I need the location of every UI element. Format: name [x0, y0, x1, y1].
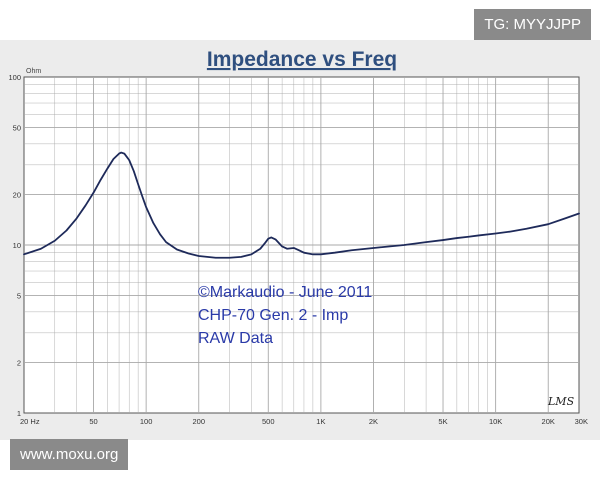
y-tick-label: 50 — [13, 124, 21, 133]
y-tick-label: 1 — [17, 409, 21, 418]
chart: Impedance vs Freq Ohm 20 Hz 50 100 200 500 1K… — [8, 48, 588, 426]
annotation-line: ©Markaudio - June 2011 — [198, 284, 372, 301]
y-tick-label: 100 — [8, 73, 21, 82]
x-tick-label: 20K — [542, 417, 555, 426]
y-axis-label: Ohm — [26, 68, 41, 75]
annotation: ©Markaudio - June 2011 CHP-70 Gen. 2 - Im… — [198, 284, 372, 347]
tg-badge: TG: MYYJJPP — [474, 9, 591, 40]
x-tick-label: 100 — [140, 417, 153, 426]
series-line — [23, 151, 580, 259]
annotation-line: RAW Data — [198, 330, 273, 347]
lms-watermark: LMS — [547, 395, 575, 408]
y-tick-label: 2 — [17, 358, 21, 367]
x-tick-label: 200 — [192, 417, 205, 426]
x-tick-label: 1K — [316, 417, 325, 426]
x-tick-label: 2K — [369, 417, 378, 426]
x-tick-label: 10K — [489, 417, 502, 426]
annotation-line: CHP-70 Gen. 2 - Imp — [198, 307, 348, 324]
y-tick-label: 10 — [13, 241, 21, 250]
y-tick-label: 5 — [17, 292, 21, 301]
tick-labels: 20 Hz 50 100 200 500 1K 2K 5K 10K 20K 30K 1 2 5 10 20 50… — [8, 73, 588, 426]
chart-panel: Impedance vs Freq Ohm 20 Hz 50 100 200 500 1K… — [0, 40, 600, 440]
grid — [24, 77, 579, 413]
x-tick-label: 50 — [89, 417, 97, 426]
series-layer — [23, 151, 580, 259]
y-tick-label: 20 — [13, 190, 21, 199]
x-tick-label: 20 Hz — [20, 417, 40, 426]
x-tick-label: 500 — [262, 417, 275, 426]
chart-title: Impedance vs Freq — [207, 48, 397, 71]
x-tick-label: 30K — [575, 417, 588, 426]
x-tick-label: 5K — [438, 417, 447, 426]
site-badge: www.moxu.org — [10, 439, 129, 470]
